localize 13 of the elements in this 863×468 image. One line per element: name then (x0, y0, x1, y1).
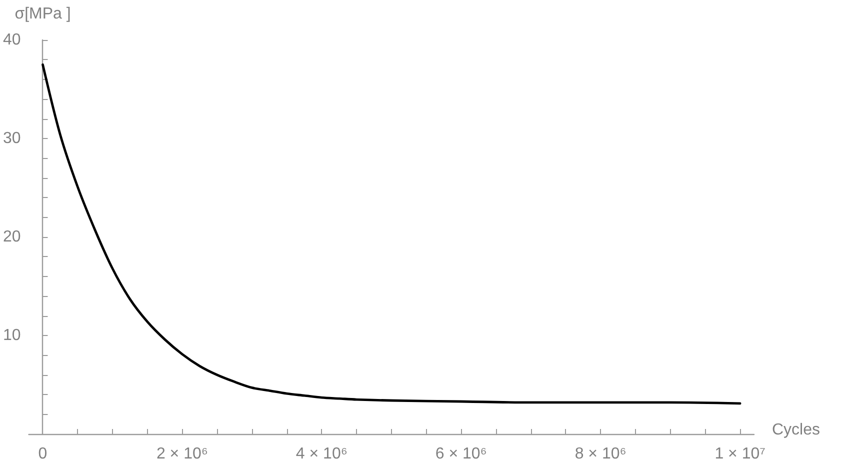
x-tick-label: 4 × 10⁶ (296, 446, 348, 462)
y-tick-label: 20 (3, 228, 21, 246)
x-tick-label: 1 × 10⁷ (714, 446, 766, 462)
x-axis-title: Cycles (772, 422, 820, 438)
line-series (42, 63, 742, 405)
y-tick-label: 40 (3, 32, 21, 48)
x-tick-label: 8 × 10⁶ (574, 446, 626, 462)
x-tick-label: 6 × 10⁶ (435, 446, 487, 462)
x-tick-label: 0 (38, 446, 48, 462)
y-axis-title: σ[MPa ] (14, 6, 71, 22)
y-tick-label: 30 (3, 130, 21, 147)
y-tick-label: 10 (3, 327, 21, 344)
x-tick-label: 2 × 10⁶ (156, 446, 208, 462)
